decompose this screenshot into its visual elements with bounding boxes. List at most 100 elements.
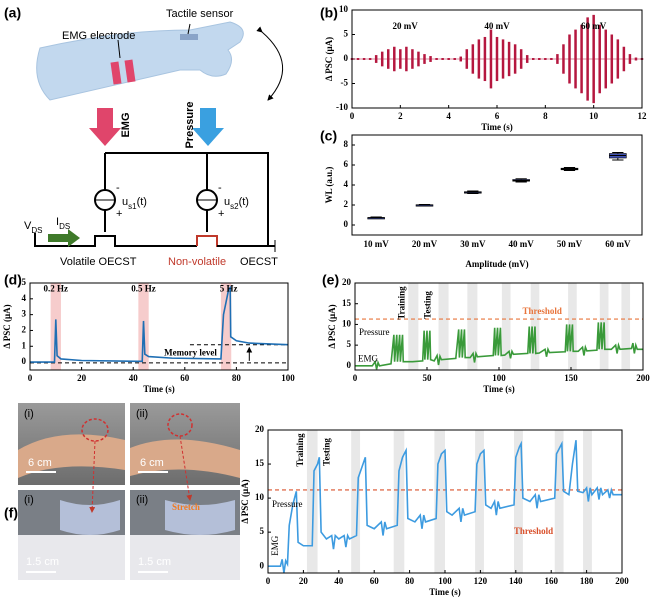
signal-line (355, 322, 643, 370)
plot-frame (354, 282, 644, 371)
scale-label: 6 cm (28, 457, 52, 469)
label: Volatile OECST (60, 256, 137, 268)
photo-label: (ii) (136, 494, 148, 506)
tail: (t) (239, 196, 249, 208)
y-tick-label: 2 (22, 325, 27, 335)
scale-label: 1.5 cm (26, 556, 59, 568)
signal-line (30, 285, 289, 363)
pointer (179, 435, 193, 501)
arm (130, 439, 240, 478)
y-tick-label: 0 (347, 360, 352, 370)
x-tick-label: 140 (509, 576, 523, 586)
highlight-circle (81, 418, 109, 442)
panel-label: (a) (4, 5, 21, 21)
y-tick-label: 15 (255, 458, 265, 468)
sensor (60, 500, 120, 535)
pointer (117, 39, 121, 59)
annotation: EMG (358, 354, 379, 364)
x-tick-label: 100 (438, 576, 452, 586)
x-tick-label: 160 (544, 576, 558, 586)
x-tick-label: 50 mV (557, 239, 583, 249)
panel-label: (f) (4, 505, 18, 521)
panel-label: (b) (320, 5, 338, 21)
phase-label: Testing (422, 291, 432, 319)
arm (18, 434, 125, 478)
annotation: EMG (270, 535, 280, 556)
annotation: Pressure (272, 499, 303, 509)
main: u (224, 196, 230, 208)
x-tick-label: 200 (615, 576, 629, 586)
y-tick-label: 20 (255, 424, 265, 434)
x-tick-label: 0 (350, 111, 355, 121)
x-tick-label: 150 (564, 373, 578, 383)
x-tick-label: 80 (232, 373, 242, 383)
circuit (34, 152, 276, 252)
x-axis-label: Time (s) (481, 122, 513, 132)
annotation: 20 mV (393, 21, 419, 31)
signal-line (268, 440, 622, 574)
y-axis-label: Δ PSC (μA) (324, 37, 334, 81)
x-tick-label: 4 (446, 111, 451, 121)
x-tick-label: 6 (495, 111, 500, 121)
y-axis-label: Δ PSC (μA) (327, 304, 337, 348)
scale-label: 1.5 cm (138, 556, 171, 568)
y-tick-label: 5 (347, 339, 352, 349)
sign: + (116, 208, 122, 220)
y-tick-label: 5 (260, 526, 265, 536)
main: I (56, 216, 59, 228)
label: EMG electrode (62, 30, 135, 42)
x-tick-label: 60 (370, 576, 380, 586)
panel-label: (d) (4, 272, 22, 288)
x-tick-label: 20 (299, 576, 309, 586)
highlight-band (408, 283, 419, 370)
pointer (89, 440, 96, 513)
y-tick-label: 0 (22, 356, 27, 366)
y-axis-label: Δ PSC (μA) (240, 479, 250, 523)
sub: DS (59, 222, 70, 231)
sub: s1 (128, 202, 137, 211)
y-tick-label: -10 (336, 102, 348, 112)
y-tick-label: 1 (22, 340, 27, 350)
x-axis-label: Time (s) (429, 587, 461, 597)
highlight-band (475, 430, 484, 573)
x-tick-label: 100 (492, 373, 506, 383)
source-label: us1(t) (122, 196, 147, 211)
source-label: us2(t) (224, 196, 249, 211)
annotation: Memory level (164, 347, 217, 357)
sign: - (116, 182, 120, 194)
y-axis-label: Δ PSC (μA) (2, 304, 12, 348)
x-tick-label: 120 (474, 576, 488, 586)
photos: (i) (ii) (i) (ii) 6 cm 6 cm 1.5 cm 1.5 c… (18, 403, 240, 580)
annotation: 0.2 Hz (44, 283, 69, 293)
threshold-label: Threshold (514, 526, 553, 536)
x-tick-label: 8 (543, 111, 548, 121)
threshold-label: Threshold (523, 306, 562, 316)
current-arrow (48, 229, 80, 247)
plot-frame (267, 429, 623, 574)
x-tick-label: 0 (266, 576, 271, 586)
highlight-band (434, 430, 445, 573)
highlight-band (501, 283, 511, 370)
x-tick-label: 2 (398, 111, 403, 121)
label: Non-volatile (168, 256, 226, 268)
y-tick-label: 15 (342, 298, 352, 308)
x-tick-label: 200 (636, 373, 650, 383)
highlight-band (621, 283, 631, 370)
y-tick-label: 10 (339, 4, 349, 14)
ids-label: IDS (56, 216, 70, 231)
rotation-arrow (256, 26, 283, 101)
sign: + (218, 208, 224, 220)
photo-label: (ii) (136, 408, 148, 420)
photo-label: (i) (24, 408, 34, 420)
pointer (187, 23, 191, 35)
phase-label: Training (295, 433, 305, 467)
sign: - (218, 182, 222, 194)
x-tick-label: 12 (638, 111, 648, 121)
annotation: 0.5 Hz (131, 283, 156, 293)
x-tick-label: 50 (423, 373, 433, 383)
annotation: 60 mV (581, 21, 607, 31)
annotation: 5 Hz (220, 283, 238, 293)
phase-label: Testing (322, 438, 332, 466)
